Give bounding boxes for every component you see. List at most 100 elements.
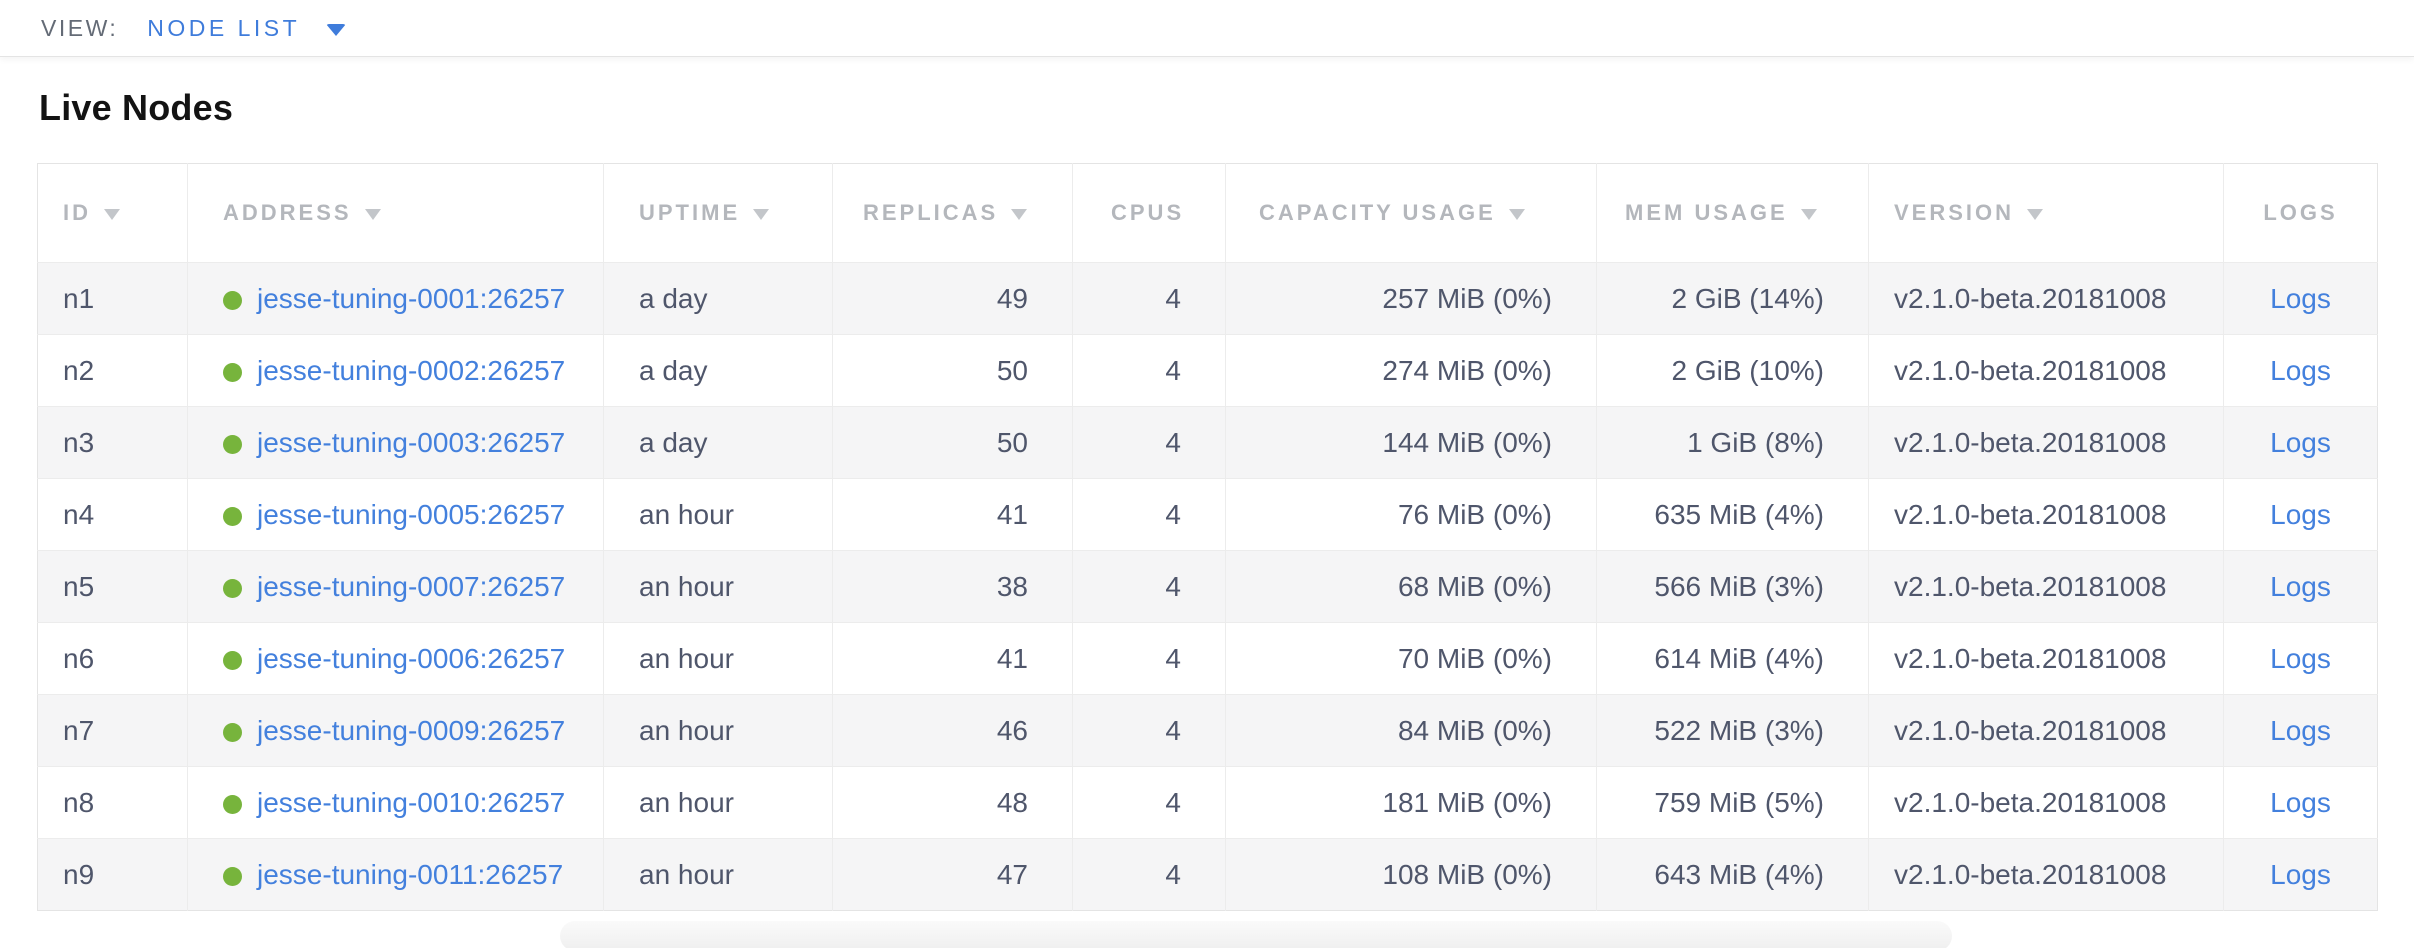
node-address-cell: jesse-tuning-0003:26257 bbox=[187, 406, 604, 479]
column-header-version[interactable]: VERSION bbox=[1868, 163, 2224, 263]
table-row: n4 jesse-tuning-0005:26257 an hour 41 4 … bbox=[37, 478, 2378, 551]
logs-link[interactable]: Logs bbox=[2270, 354, 2331, 386]
node-version-cell: v2.1.0-beta.20181008 bbox=[1868, 766, 2224, 839]
logs-link[interactable]: Logs bbox=[2270, 858, 2331, 890]
sort-arrow-icon bbox=[104, 209, 120, 220]
node-id-cell: n9 bbox=[37, 838, 188, 911]
node-address-link[interactable]: jesse-tuning-0002:26257 bbox=[257, 354, 566, 386]
column-header-capacity-usage[interactable]: CAPACITY USAGE bbox=[1225, 163, 1597, 263]
view-selector-dropdown[interactable]: NODE LIST bbox=[147, 14, 347, 42]
node-logs-cell: Logs bbox=[2223, 334, 2378, 407]
sort-arrow-icon bbox=[1800, 209, 1817, 220]
node-id-cell: n2 bbox=[37, 334, 188, 407]
sort-arrow-icon bbox=[1508, 209, 1525, 220]
node-address-cell: jesse-tuning-0005:26257 bbox=[187, 478, 604, 551]
node-address-link[interactable]: jesse-tuning-0009:26257 bbox=[257, 714, 566, 746]
node-live-status-icon bbox=[223, 578, 242, 598]
node-cpus-cell: 4 bbox=[1072, 838, 1226, 911]
node-replicas-cell: 38 bbox=[832, 550, 1073, 623]
column-header-logs: LOGS bbox=[2223, 163, 2378, 263]
logs-link[interactable]: Logs bbox=[2270, 426, 2331, 458]
node-logs-cell: Logs bbox=[2223, 550, 2378, 623]
node-address-link[interactable]: jesse-tuning-0007:26257 bbox=[257, 570, 566, 602]
node-id-cell: n6 bbox=[37, 622, 188, 695]
node-id-cell: n8 bbox=[37, 766, 188, 839]
sort-arrow-icon bbox=[2027, 209, 2044, 220]
node-address-cell: jesse-tuning-0002:26257 bbox=[187, 334, 604, 407]
node-address-link[interactable]: jesse-tuning-0010:26257 bbox=[257, 786, 566, 818]
node-id-cell: n7 bbox=[37, 694, 188, 767]
node-address-link[interactable]: jesse-tuning-0006:26257 bbox=[257, 642, 566, 674]
node-cpus-cell: 4 bbox=[1072, 406, 1226, 479]
table-row: n3 jesse-tuning-0003:26257 a day 50 4 14… bbox=[37, 406, 2378, 479]
node-replicas-cell: 48 bbox=[832, 766, 1073, 839]
node-address-link[interactable]: jesse-tuning-0005:26257 bbox=[257, 498, 566, 530]
node-address-link[interactable]: jesse-tuning-0003:26257 bbox=[257, 426, 566, 458]
column-header-uptime[interactable]: UPTIME bbox=[603, 163, 833, 263]
node-live-status-icon bbox=[223, 290, 242, 310]
node-version-cell: v2.1.0-beta.20181008 bbox=[1868, 694, 2224, 767]
page-title: Live Nodes bbox=[39, 87, 234, 128]
view-selected-value: NODE LIST bbox=[147, 14, 301, 41]
column-header-id[interactable]: ID bbox=[37, 163, 188, 263]
node-address-cell: jesse-tuning-0001:26257 bbox=[187, 262, 604, 335]
table-row: n1 jesse-tuning-0001:26257 a day 49 4 25… bbox=[37, 262, 2378, 335]
logs-link[interactable]: Logs bbox=[2270, 714, 2331, 746]
logs-link[interactable]: Logs bbox=[2270, 786, 2331, 818]
logs-link[interactable]: Logs bbox=[2270, 498, 2331, 530]
node-mem-cell: 566 MiB (3%) bbox=[1596, 550, 1869, 623]
node-cpus-cell: 4 bbox=[1072, 478, 1226, 551]
node-cpus-cell: 4 bbox=[1072, 334, 1226, 407]
node-replicas-cell: 49 bbox=[832, 262, 1073, 335]
node-capacity-cell: 76 MiB (0%) bbox=[1225, 478, 1597, 551]
sort-arrow-icon bbox=[364, 209, 381, 220]
node-id-cell: n1 bbox=[37, 262, 188, 335]
logs-link[interactable]: Logs bbox=[2270, 570, 2331, 602]
node-capacity-cell: 181 MiB (0%) bbox=[1225, 766, 1597, 839]
table-row: n2 jesse-tuning-0002:26257 a day 50 4 27… bbox=[37, 334, 2378, 407]
node-logs-cell: Logs bbox=[2223, 262, 2378, 335]
node-version-cell: v2.1.0-beta.20181008 bbox=[1868, 838, 2224, 911]
node-address-cell: jesse-tuning-0006:26257 bbox=[187, 622, 604, 695]
node-cpus-cell: 4 bbox=[1072, 766, 1226, 839]
node-version-cell: v2.1.0-beta.20181008 bbox=[1868, 478, 2224, 551]
node-version-cell: v2.1.0-beta.20181008 bbox=[1868, 622, 2224, 695]
node-cpus-cell: 4 bbox=[1072, 622, 1226, 695]
table-row: n5 jesse-tuning-0007:26257 an hour 38 4 … bbox=[37, 550, 2378, 623]
node-mem-cell: 2 GiB (14%) bbox=[1596, 262, 1869, 335]
node-version-cell: v2.1.0-beta.20181008 bbox=[1868, 406, 2224, 479]
node-address-link[interactable]: jesse-tuning-0001:26257 bbox=[257, 282, 566, 314]
node-uptime-cell: an hour bbox=[603, 550, 833, 623]
node-id-cell: n4 bbox=[37, 478, 188, 551]
node-live-status-icon bbox=[223, 650, 242, 670]
horizontal-scrollbar[interactable] bbox=[560, 921, 1952, 948]
node-address-link[interactable]: jesse-tuning-0011:26257 bbox=[257, 858, 564, 890]
sort-arrow-icon bbox=[753, 209, 770, 220]
column-header-address[interactable]: ADDRESS bbox=[187, 163, 604, 263]
node-live-status-icon bbox=[223, 434, 242, 454]
node-mem-cell: 522 MiB (3%) bbox=[1596, 694, 1869, 767]
column-header-mem-usage[interactable]: MEM USAGE bbox=[1596, 163, 1869, 263]
node-capacity-cell: 144 MiB (0%) bbox=[1225, 406, 1597, 479]
node-live-status-icon bbox=[223, 506, 242, 526]
node-capacity-cell: 84 MiB (0%) bbox=[1225, 694, 1597, 767]
table-row: n6 jesse-tuning-0006:26257 an hour 41 4 … bbox=[37, 622, 2378, 695]
node-uptime-cell: a day bbox=[603, 262, 833, 335]
live-nodes-table: ID ADDRESS UPTIME REPLICAS CPUS CAPACITY… bbox=[37, 163, 2378, 911]
node-capacity-cell: 70 MiB (0%) bbox=[1225, 622, 1597, 695]
sort-arrow-icon bbox=[1011, 209, 1028, 220]
node-cpus-cell: 4 bbox=[1072, 550, 1226, 623]
node-replicas-cell: 50 bbox=[832, 406, 1073, 479]
column-header-replicas[interactable]: REPLICAS bbox=[832, 163, 1073, 263]
table-header-row: ID ADDRESS UPTIME REPLICAS CPUS CAPACITY… bbox=[37, 163, 2378, 263]
node-capacity-cell: 274 MiB (0%) bbox=[1225, 334, 1597, 407]
node-uptime-cell: an hour bbox=[603, 694, 833, 767]
logs-link[interactable]: Logs bbox=[2270, 282, 2331, 314]
node-mem-cell: 635 MiB (4%) bbox=[1596, 478, 1869, 551]
node-uptime-cell: an hour bbox=[603, 766, 833, 839]
node-version-cell: v2.1.0-beta.20181008 bbox=[1868, 550, 2224, 623]
node-live-status-icon bbox=[223, 866, 242, 886]
logs-link[interactable]: Logs bbox=[2270, 642, 2331, 674]
node-mem-cell: 643 MiB (4%) bbox=[1596, 838, 1869, 911]
node-replicas-cell: 46 bbox=[832, 694, 1073, 767]
